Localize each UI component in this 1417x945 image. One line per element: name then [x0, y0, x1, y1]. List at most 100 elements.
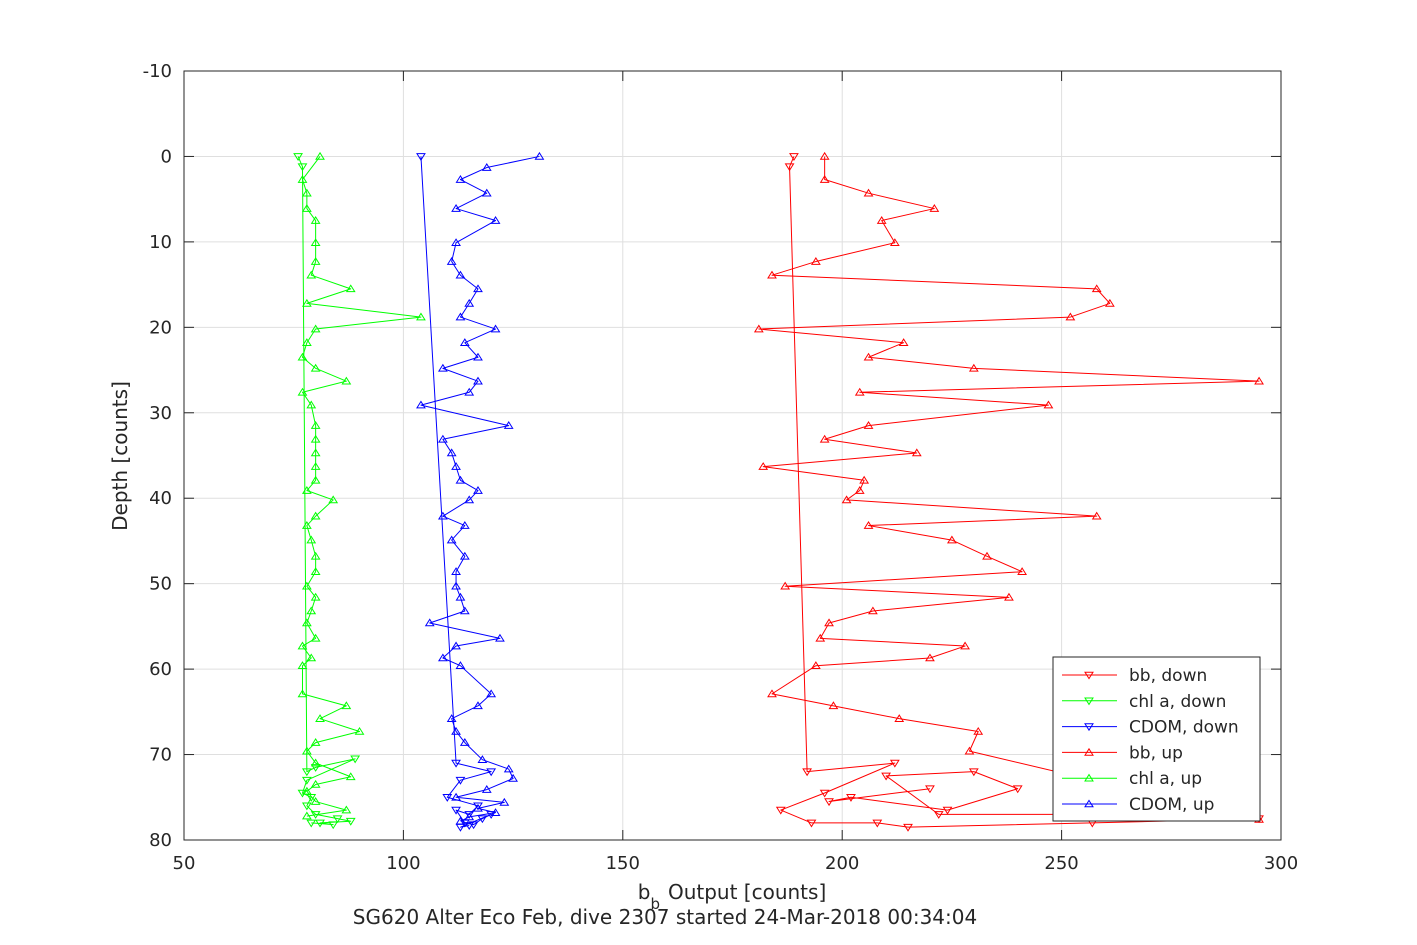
x-tick-label: 200 — [825, 853, 859, 874]
data-point — [898, 338, 909, 347]
legend-label: chl a, up — [1129, 769, 1202, 789]
data-point — [459, 606, 470, 615]
data-point — [424, 618, 435, 627]
data-point — [464, 387, 475, 396]
legend-marker — [1084, 723, 1094, 732]
data-point — [437, 653, 448, 662]
data-point — [437, 434, 448, 443]
x-tick-label: 50 — [173, 853, 196, 874]
data-point — [464, 812, 475, 821]
data-point — [841, 495, 852, 504]
data-point — [859, 475, 870, 484]
y-tick-label: 20 — [149, 317, 172, 338]
data-point — [446, 714, 457, 722]
data-point — [451, 581, 461, 590]
data-point — [451, 806, 461, 815]
data-point — [464, 298, 475, 307]
data-point — [499, 797, 510, 806]
data-point — [1004, 592, 1014, 601]
data-point — [455, 661, 466, 669]
data-point — [310, 421, 321, 429]
data-point — [455, 592, 466, 601]
data-point — [451, 238, 461, 247]
data-point — [1017, 567, 1028, 576]
legend-marker — [1084, 799, 1094, 808]
data-point — [301, 188, 312, 197]
y-tick-label: 70 — [149, 745, 172, 766]
data-point — [455, 270, 466, 279]
data-point — [297, 163, 308, 172]
data-point — [301, 581, 312, 590]
data-point — [297, 174, 308, 183]
grid-lines — [183, 70, 1282, 841]
series-line — [420, 155, 540, 822]
data-point — [863, 352, 874, 361]
data-point — [455, 816, 466, 825]
data-point — [508, 773, 519, 782]
data-point — [301, 746, 312, 755]
legend-label: CDOM, up — [1129, 795, 1214, 815]
data-point — [451, 462, 461, 470]
data-point — [350, 755, 361, 764]
data-point — [473, 352, 483, 361]
data-point — [767, 689, 777, 698]
y-tick-label: 50 — [149, 574, 172, 595]
legend-item: bb, up — [1062, 743, 1183, 763]
data-point — [301, 786, 312, 795]
data-point — [455, 312, 466, 321]
series-4 — [297, 151, 426, 820]
data-point — [416, 153, 426, 161]
data-point — [297, 641, 308, 650]
data-point — [464, 822, 475, 831]
y-tick-label: 80 — [149, 830, 172, 851]
data-point — [354, 726, 365, 735]
data-point — [481, 785, 492, 793]
data-point — [310, 448, 321, 457]
data-point — [459, 551, 470, 560]
legend-marker — [1084, 747, 1094, 756]
data-point — [293, 153, 303, 161]
data-point — [473, 701, 483, 710]
data-point — [310, 758, 321, 767]
data-point — [968, 363, 979, 372]
legend: bb, down chl a, down CDOM, down bb, up chl a… — [1052, 656, 1261, 822]
data-point — [863, 188, 874, 197]
data-point — [301, 618, 312, 627]
data-point — [819, 789, 830, 798]
data-point — [775, 806, 786, 815]
data-point — [306, 400, 317, 409]
legend-label: CDOM, down — [1129, 718, 1239, 738]
data-point — [301, 338, 312, 347]
x-axis-title-subscript: b — [650, 895, 660, 913]
data-point — [310, 462, 321, 470]
data-point — [889, 759, 900, 768]
y-tick-label: 10 — [149, 232, 172, 253]
data-point — [819, 434, 830, 443]
data-point — [767, 270, 777, 279]
data-point — [310, 363, 321, 372]
data-point — [446, 256, 457, 265]
data-point — [982, 551, 992, 560]
data-point — [455, 174, 466, 183]
data-point — [301, 802, 312, 811]
data-point — [345, 284, 356, 293]
data-point — [1104, 298, 1115, 307]
data-point — [315, 714, 325, 722]
data-point — [301, 521, 312, 529]
data-point — [503, 421, 514, 429]
y-tick-label: 0 — [161, 146, 172, 167]
y-tick-label: 30 — [149, 403, 172, 424]
data-point — [442, 793, 453, 802]
data-point — [473, 284, 483, 293]
data-point — [297, 789, 308, 798]
series-line — [301, 156, 422, 817]
data-point — [819, 151, 830, 160]
data-point — [503, 764, 514, 773]
data-point — [315, 819, 325, 828]
data-point — [345, 817, 356, 826]
x-axis-title-main: Output [counts] — [668, 880, 826, 904]
x-tick-label: 150 — [606, 853, 640, 874]
data-point — [464, 811, 475, 819]
data-point — [301, 485, 312, 494]
